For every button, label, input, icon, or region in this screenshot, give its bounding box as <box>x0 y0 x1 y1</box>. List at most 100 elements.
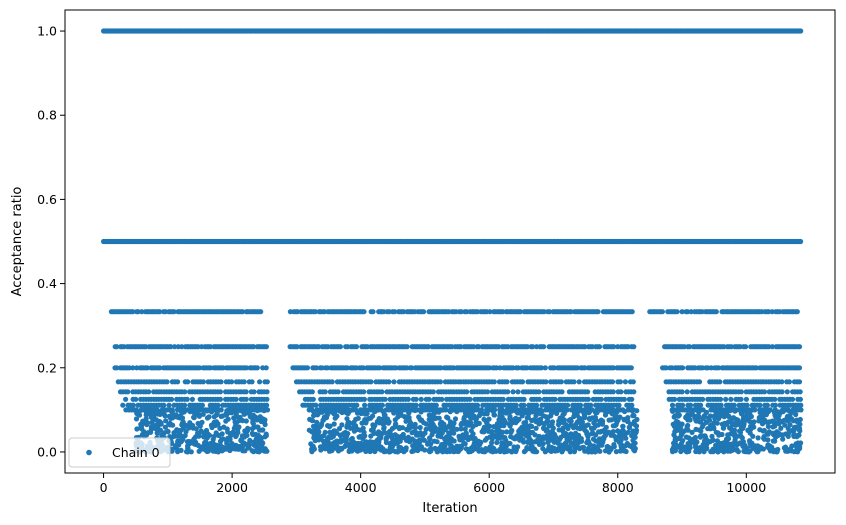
data-point <box>202 440 208 446</box>
data-point <box>526 437 532 443</box>
data-point <box>332 428 338 434</box>
data-point <box>461 435 467 441</box>
data-point <box>684 389 690 395</box>
data-point <box>198 428 204 434</box>
data-point <box>702 439 708 445</box>
data-point <box>500 396 506 402</box>
data-point <box>217 425 223 431</box>
data-point <box>412 421 418 427</box>
data-point <box>757 402 763 408</box>
data-point <box>487 309 493 315</box>
data-point <box>120 402 126 408</box>
data-point <box>797 396 804 402</box>
data-point <box>585 389 591 395</box>
data-point <box>517 309 524 315</box>
data-point <box>685 441 691 447</box>
data-point <box>546 438 552 444</box>
data-point <box>130 402 136 408</box>
data-point <box>493 428 499 434</box>
data-point <box>772 402 779 408</box>
data-point <box>412 407 418 414</box>
data-point <box>376 416 382 422</box>
data-point <box>236 418 242 424</box>
y-tick-label: 0.0 <box>37 444 57 459</box>
data-point <box>488 429 495 435</box>
data-point <box>233 396 239 402</box>
data-point <box>229 442 235 448</box>
data-point <box>587 416 593 422</box>
data-point <box>426 416 432 423</box>
data-point <box>338 439 344 445</box>
data-point <box>748 426 754 432</box>
data-point <box>204 448 210 455</box>
data-point <box>504 440 510 446</box>
data-point <box>595 309 601 315</box>
data-point <box>673 423 679 429</box>
data-point <box>752 407 758 413</box>
data-point <box>447 408 453 414</box>
data-point <box>458 309 464 315</box>
data-point <box>535 436 541 443</box>
data-point <box>332 415 338 421</box>
data-point <box>361 309 367 315</box>
data-point <box>413 396 419 402</box>
x-tick-label: 2000 <box>216 480 248 495</box>
data-point <box>578 436 584 442</box>
data-point <box>250 421 256 427</box>
data-point <box>227 431 233 437</box>
data-point <box>747 448 753 454</box>
data-point <box>725 444 732 450</box>
data-point <box>207 407 214 413</box>
data-point <box>577 402 584 408</box>
data-point <box>244 428 251 434</box>
data-point <box>715 449 721 455</box>
data-point <box>491 412 498 418</box>
data-point <box>772 396 778 402</box>
data-point <box>309 417 315 423</box>
data-point <box>786 430 792 436</box>
data-point <box>717 411 723 418</box>
data-point <box>332 444 338 450</box>
data-point <box>141 432 147 438</box>
y-tick-label: 0.2 <box>37 360 57 375</box>
data-point <box>370 439 376 445</box>
data-point <box>361 389 367 395</box>
data-point <box>758 414 764 420</box>
data-point <box>451 449 457 455</box>
data-point <box>631 344 637 350</box>
data-point <box>164 379 170 385</box>
data-point <box>671 414 677 420</box>
data-point <box>618 448 624 454</box>
data-point <box>173 443 179 449</box>
data-point <box>249 379 255 385</box>
data-point <box>398 412 404 418</box>
data-point <box>391 410 397 416</box>
data-point <box>629 309 635 315</box>
data-point <box>789 396 796 402</box>
data-point <box>780 432 786 438</box>
data-point <box>316 344 322 350</box>
data-point <box>447 439 453 446</box>
data-point <box>346 420 352 426</box>
data-point <box>504 407 510 413</box>
data-point <box>698 428 704 434</box>
data-point <box>576 408 582 414</box>
data-point <box>766 445 772 451</box>
data-point <box>214 443 220 449</box>
data-point <box>309 444 315 450</box>
data-point <box>513 448 519 455</box>
data-point <box>763 412 770 418</box>
data-point <box>405 396 411 402</box>
data-point <box>437 379 443 385</box>
data-point <box>521 402 527 408</box>
data-point <box>381 424 387 430</box>
data-point <box>337 344 343 350</box>
data-point <box>588 402 594 408</box>
data-point <box>315 425 322 431</box>
data-point <box>482 437 488 443</box>
scatter-points <box>101 28 804 455</box>
data-point <box>703 409 710 415</box>
data-point <box>680 402 686 408</box>
data-point <box>533 425 539 431</box>
